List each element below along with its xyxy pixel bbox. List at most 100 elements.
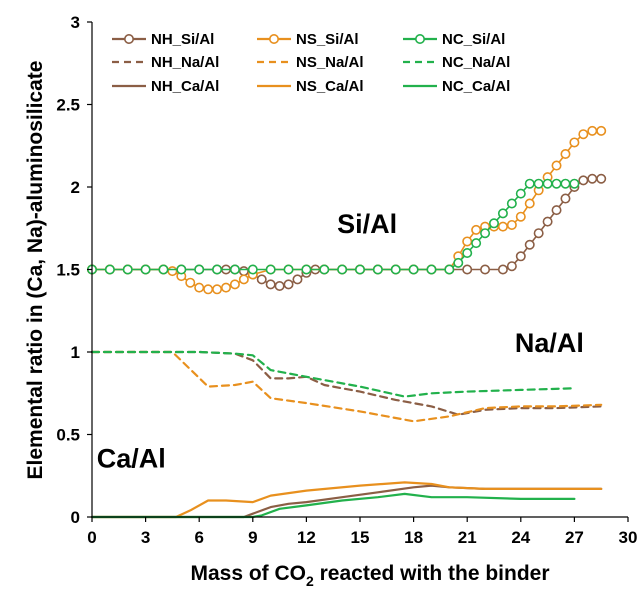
data-point-nh-si-al: [587, 173, 598, 184]
x-tick-label: 6: [194, 528, 203, 547]
x-tick-label: 21: [458, 528, 477, 547]
data-point-ns-si-al: [167, 266, 178, 277]
legend-label: NS_Si/Al: [296, 31, 359, 48]
data-point-nh-si-al: [560, 193, 571, 204]
data-point-nc-si-al: [444, 264, 455, 275]
data-point-nc-si-al: [453, 257, 464, 268]
series-line-ns-ca-al: [90, 481, 603, 519]
series-line-ns-na-al: [90, 350, 603, 423]
x-tick-label: 24: [511, 528, 530, 547]
data-point-ns-si-al: [185, 277, 196, 288]
y-tick-label: 0.5: [56, 426, 80, 445]
data-point-nc-si-al: [301, 264, 312, 275]
data-point-nh-si-al: [274, 280, 285, 291]
data-point-nc-si-al: [158, 264, 169, 275]
data-point-nh-si-al: [533, 228, 544, 239]
data-point-nh-si-al: [515, 251, 526, 262]
data-point-ns-si-al: [194, 282, 205, 293]
legend: NH_Si/Al NS_Si/Al NC_Si/Al NH_Na/Al NS_Na/Al…: [112, 31, 510, 95]
data-point-ns-si-al: [578, 129, 589, 140]
data-point-nc-si-al: [524, 178, 535, 189]
legend-marker: [268, 33, 279, 44]
data-point-nc-si-al: [408, 264, 419, 275]
data-point-nh-si-al: [265, 279, 276, 290]
annotation-label: Si/Al: [337, 209, 397, 239]
data-point-nc-si-al: [480, 228, 491, 239]
data-point-nc-si-al: [176, 264, 187, 275]
data-point-nh-si-al: [497, 264, 508, 275]
data-point-ns-si-al: [569, 137, 580, 148]
data-point-nc-si-al: [488, 218, 499, 229]
legend-label: NC_Na/Al: [442, 54, 510, 71]
x-tick-label: 27: [565, 528, 584, 547]
data-point-ns-si-al: [212, 284, 223, 295]
ticks: 0 3 6 9 12 15 18 21 24 27 30 0 0.5 1 1.5 2 2.5 3: [56, 13, 637, 547]
data-point-nc-si-al: [515, 188, 526, 199]
data-point-nh-si-al: [238, 266, 249, 277]
legend-label: NH_Na/Al: [151, 54, 219, 71]
x-tick-label: 15: [351, 528, 370, 547]
data-point-ns-si-al: [238, 274, 249, 285]
x-tick-label: 0: [87, 528, 96, 547]
data-point-ns-si-al: [506, 219, 517, 230]
x-axis-title: Mass of CO2 reacted with the binder: [190, 562, 549, 589]
data-point-nc-si-al: [229, 264, 240, 275]
data-point-nh-si-al: [524, 239, 535, 250]
y-tick-label: 3: [71, 13, 80, 32]
data-point-nh-si-al: [292, 274, 303, 285]
data-point-nh-si-al: [506, 261, 517, 272]
data-point-nc-si-al: [319, 264, 330, 275]
data-point-nh-si-al: [551, 205, 562, 216]
legend-label: NC_Ca/Al: [442, 78, 510, 95]
data-point-nc-si-al: [104, 264, 115, 275]
data-point-nh-si-al: [283, 279, 294, 290]
data-point-nc-si-al: [265, 264, 276, 275]
data-point-nc-si-al: [560, 178, 571, 189]
legend-marker: [414, 33, 425, 44]
data-point-ns-si-al: [229, 279, 240, 290]
data-point-nc-si-al: [551, 178, 562, 189]
data-point-ns-si-al: [515, 211, 526, 222]
data-point-ns-si-al: [462, 236, 473, 247]
x-tick-label: 3: [141, 528, 150, 547]
y-tick-label: 1.5: [56, 261, 80, 280]
data-point-nc-si-al: [497, 208, 508, 219]
series-line-nh-na-al: [90, 350, 603, 416]
data-point-ns-si-al: [203, 284, 214, 295]
data-point-ns-si-al: [471, 224, 482, 235]
data-point-nc-si-al: [426, 264, 437, 275]
series-line-nc-na-al: [90, 350, 576, 398]
legend-label: NH_Si/Al: [151, 31, 214, 48]
annotation-label: Na/Al: [515, 328, 584, 358]
data-point-nh-si-al: [596, 173, 607, 184]
data-point-nc-si-al: [354, 264, 365, 275]
data-point-nh-si-al: [578, 175, 589, 186]
data-point-ns-si-al: [497, 221, 508, 232]
data-point-nc-si-al: [569, 178, 580, 189]
legend-label: NH_Ca/Al: [151, 78, 219, 95]
y-tick-label: 2.5: [56, 96, 80, 115]
data-point-nc-si-al: [337, 264, 348, 275]
data-point-nc-si-al: [542, 178, 553, 189]
data-point-nc-si-al: [390, 264, 401, 275]
data-point-ns-si-al: [560, 149, 571, 160]
x-tick-label: 18: [404, 528, 423, 547]
data-point-nc-si-al: [471, 238, 482, 249]
legend-label: NC_Si/Al: [442, 31, 505, 48]
y-axis-title: Elemental ratio in (Ca, Na)-aluminosilic…: [24, 61, 47, 480]
data-point-ns-si-al: [587, 125, 598, 136]
legend-label: NS_Ca/Al: [296, 78, 364, 95]
data-point-nh-si-al: [462, 264, 473, 275]
data-point-nc-si-al: [194, 264, 205, 275]
data-point-ns-si-al: [221, 282, 232, 293]
data-point-nc-si-al: [533, 178, 544, 189]
series-line-nh-ca-al: [90, 484, 603, 519]
data-point-nh-si-al: [256, 274, 267, 285]
annotation-label: Ca/Al: [97, 444, 166, 474]
data-point-ns-si-al: [551, 160, 562, 171]
x-tick-label: 9: [248, 528, 257, 547]
y-tick-label: 0: [71, 508, 80, 527]
legend-label: NS_Na/Al: [296, 54, 364, 71]
data-point-ns-si-al: [596, 125, 607, 136]
